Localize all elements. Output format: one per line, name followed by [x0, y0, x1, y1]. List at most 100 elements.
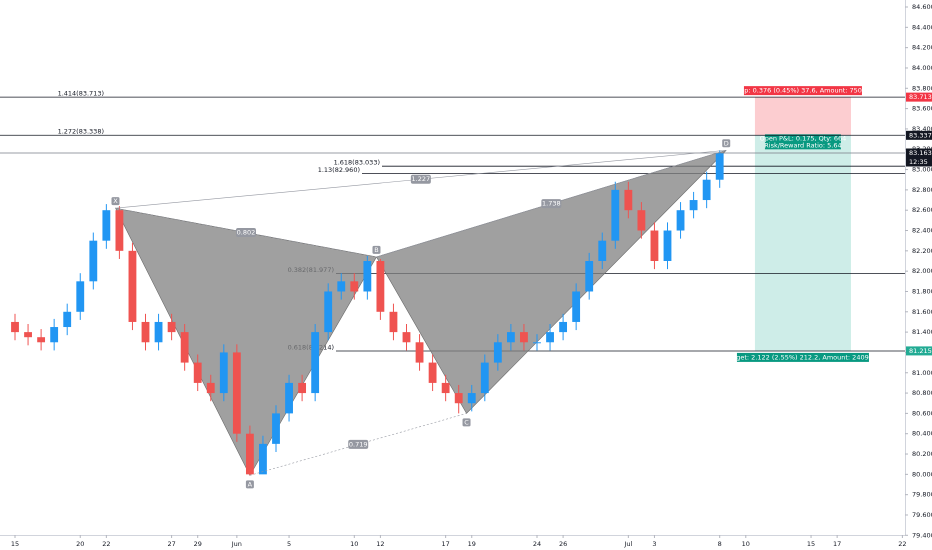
x-tick-label: 15 — [11, 540, 19, 548]
x-tick-label: 22 — [102, 540, 110, 548]
point-box — [111, 197, 120, 206]
x-tick-label: 20 — [76, 540, 84, 548]
candle-body — [219, 352, 228, 394]
candle-body — [689, 200, 698, 211]
x-tick-label: 27 — [167, 540, 175, 548]
point-label: A — [248, 480, 253, 488]
candle-body — [337, 281, 346, 292]
candle-body — [624, 189, 633, 211]
point-label: C — [464, 418, 469, 426]
candle-body — [167, 321, 176, 333]
y-tick-label: 83.800 — [912, 84, 932, 92]
price-tag-label: 83.163 — [909, 149, 932, 157]
x-tick-label: 15 — [807, 540, 815, 548]
candle-body — [141, 321, 150, 343]
point-label: D — [724, 139, 729, 147]
y-tick-label: 79.600 — [912, 511, 932, 519]
countdown-box — [906, 157, 932, 167]
candle-body — [506, 332, 515, 343]
x-tick-label: Jun — [231, 540, 242, 548]
y-tick-label: 84.200 — [912, 44, 932, 52]
stop-label: Stop: 0.376 (0.45%) 37.6, Amount: 750.34 — [734, 87, 873, 95]
candle-body — [467, 393, 476, 404]
candle-body — [324, 291, 333, 333]
candle-body — [232, 352, 241, 434]
target-label: Target: 2.122 (2.55%) 212.2, Amount: 240… — [726, 353, 879, 361]
candle-body — [24, 332, 32, 338]
x-tick-label: 10 — [742, 540, 750, 548]
x-tick-label: 17 — [833, 540, 841, 548]
candle-body — [154, 321, 163, 343]
ratio-label: 1.738 — [542, 200, 561, 208]
price-tag — [906, 346, 932, 356]
x-tick-label: 8 — [718, 540, 722, 548]
candle-body — [37, 337, 46, 343]
x-tick-label: 10 — [350, 540, 358, 548]
candle-body — [480, 362, 489, 394]
candle-body — [663, 230, 672, 261]
ratio-box — [541, 199, 562, 209]
stop-zone — [754, 97, 851, 136]
x-tick-label: 19 — [468, 540, 476, 548]
y-tick-label: 81.400 — [912, 328, 932, 336]
candle-body — [180, 332, 189, 363]
candle-body — [245, 433, 254, 475]
y-tick-label: 84.600 — [912, 3, 932, 11]
ratio-box — [235, 228, 256, 238]
candle-body — [206, 382, 215, 394]
ratio-label: 0.802 — [237, 229, 256, 237]
fib-label: 1.414(83.713) — [58, 90, 104, 98]
y-tick-label: 79.400 — [912, 531, 932, 539]
candle-body — [598, 240, 607, 261]
candle-body — [611, 189, 620, 241]
candle-body — [428, 362, 437, 383]
candle-body — [559, 321, 568, 333]
candle-body — [546, 332, 554, 343]
y-tick-label: 81.000 — [912, 369, 932, 377]
price-tag-label: 83.713 — [909, 93, 932, 101]
candle-body — [402, 332, 411, 343]
point-box — [462, 418, 471, 427]
y-tick-label: 80.000 — [912, 470, 932, 478]
candle-body — [702, 179, 711, 201]
y-tick-label: 80.800 — [912, 389, 932, 397]
candle-body — [389, 311, 398, 333]
y-tick-label: 84.000 — [912, 64, 932, 72]
price-tag-label: 83.337 — [909, 131, 932, 139]
candle-body — [520, 332, 528, 343]
x-tick-label: Jul — [623, 540, 632, 548]
pnl-label-box — [764, 134, 841, 150]
candle-body — [11, 321, 19, 333]
stop-label-box — [743, 86, 862, 96]
target-label-box — [736, 352, 869, 362]
candle-body — [102, 210, 111, 241]
pnl-label: Open P&L: 0.175, Qty: 664 — [760, 134, 847, 142]
y-tick-label: 84.400 — [912, 23, 932, 31]
y-tick-label: 81.600 — [912, 308, 932, 316]
candle-body — [259, 443, 267, 475]
candle-body — [298, 382, 307, 394]
y-tick-label: 80.400 — [912, 430, 932, 438]
target-zone — [754, 135, 851, 351]
price-tag-label: 81.215 — [909, 347, 932, 355]
candle-body — [63, 311, 72, 328]
candle-body — [715, 153, 724, 180]
candle-body — [572, 291, 581, 322]
point-label: X — [113, 197, 118, 205]
point-box — [722, 139, 731, 148]
y-tick-label: 79.800 — [912, 491, 932, 499]
candle-body — [637, 210, 646, 231]
candle-body — [128, 250, 137, 322]
y-tick-label: 82.400 — [912, 227, 932, 235]
candle-body — [311, 332, 320, 394]
point-label: B — [374, 246, 378, 254]
fib-label: 1.13(82.960) — [318, 166, 360, 174]
candle-body — [441, 382, 450, 394]
y-tick-label: 82.000 — [912, 267, 932, 275]
candle-body — [193, 362, 202, 383]
fib-label: 1.272(83.338) — [58, 128, 104, 136]
candle-body — [415, 342, 424, 363]
candle-body — [115, 210, 124, 251]
countdown: 12:35 — [909, 158, 928, 166]
